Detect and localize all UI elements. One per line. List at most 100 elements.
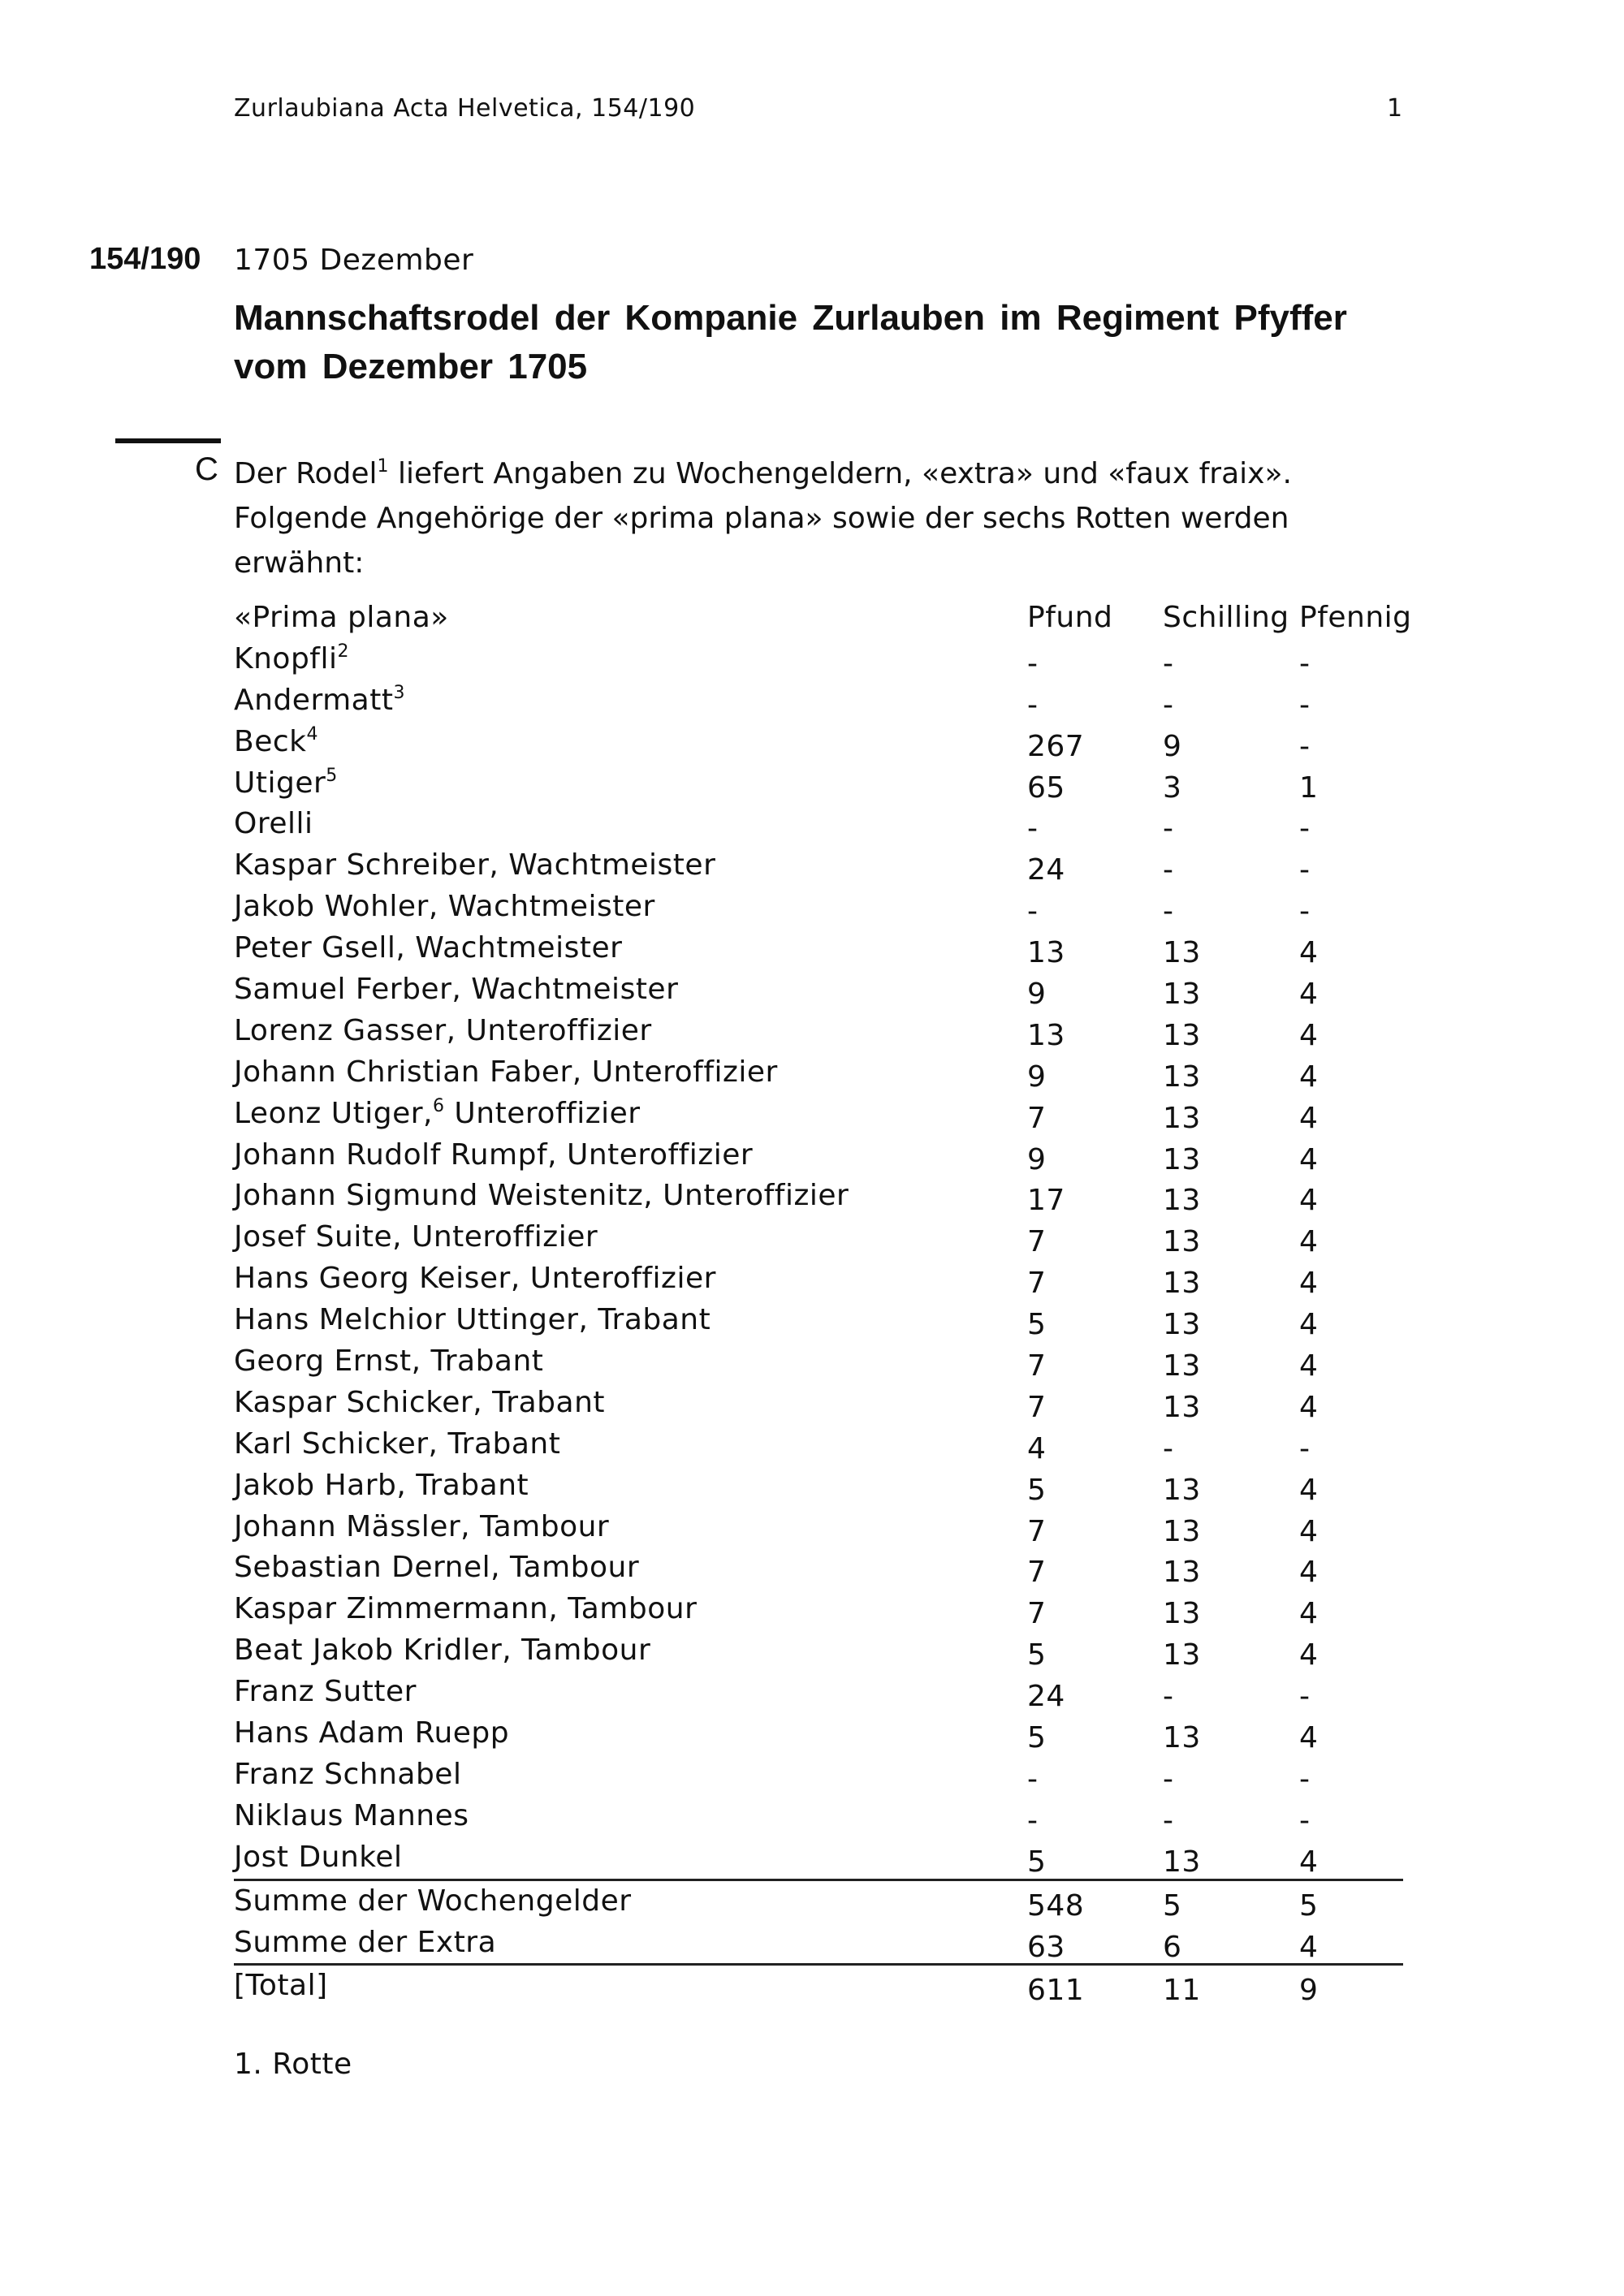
row-name: Beat Jakob Kridler, Tambour [234, 1630, 650, 1671]
document-number: 154/190 [89, 242, 201, 276]
row-name: Kaspar Zimmermann, Tambour [234, 1589, 697, 1629]
table-row: Johann Christian Faber, Unteroffizier 9 13… [234, 1052, 1403, 1094]
body-text-part: liefert Angaben zu Wochengeldern, «extra… [388, 457, 1292, 490]
row-name: Jost Dunkel [234, 1837, 403, 1878]
name-text: Jakob Harb, Trabant [234, 1468, 529, 1502]
pfennig-cell: 4 [1299, 1390, 1319, 1424]
row-name: Hans Georg Keiser, Unteroffizier [234, 1258, 716, 1299]
pfennig-cell: 4 [1299, 1018, 1319, 1052]
footnote-ref[interactable]: 3 [393, 682, 405, 703]
pfennig-cell: 1 [1299, 770, 1319, 805]
pfennig-cell: - [1299, 1803, 1311, 1837]
footnote-ref[interactable]: 4 [306, 723, 318, 744]
name-text: Georg Ernst, Trabant [234, 1344, 544, 1379]
pfund-cell: 7 [1027, 1556, 1047, 1590]
row-name: Jakob Harb, Trabant [234, 1465, 529, 1506]
row-name: Hans Adam Ruepp [234, 1713, 509, 1754]
row-name: Sebastian Dernel, Tambour [234, 1547, 639, 1588]
footnote-ref[interactable]: 5 [326, 765, 338, 786]
pfund-cell: 24 [1027, 1680, 1065, 1714]
schilling-cell: 13 [1163, 1390, 1201, 1424]
name-text: Hans Georg Keiser, Unteroffizier [234, 1262, 716, 1296]
table-row: Leonz Utiger,6 Unteroffizier 7 13 4 [234, 1094, 1403, 1135]
name-text: Leonz Utiger, [234, 1096, 433, 1130]
pfund-cell: 5 [1027, 1308, 1047, 1342]
header-schilling: Schilling [1163, 601, 1289, 634]
table-row: Josef Suite, Unteroffizier 7 13 4 [234, 1217, 1403, 1258]
pfund-cell: - [1027, 895, 1039, 929]
pfund-cell: 5 [1027, 1845, 1047, 1879]
table-row: Beat Jakob Kridler, Tambour 5 13 4 [234, 1630, 1403, 1672]
table-row: Hans Adam Ruepp 5 13 4 [234, 1713, 1403, 1754]
row-name: Summe der Extra [234, 1923, 496, 1963]
name-text: Unteroffizier [444, 1096, 641, 1130]
table-row: Jakob Harb, Trabant 5 13 4 [234, 1465, 1403, 1507]
table-row: Knopfli2 - - - [234, 639, 1403, 680]
table-header-row: «Prima plana» Pfund Schilling Pfennig [234, 598, 1411, 639]
pfund-cell: 7 [1027, 1514, 1047, 1548]
schilling-cell: 13 [1163, 1349, 1201, 1383]
schilling-cell: 9 [1163, 729, 1182, 763]
table-row: Kaspar Schreiber, Wachtmeister 24 - - [234, 845, 1403, 887]
schilling-cell: 13 [1163, 936, 1201, 970]
footnote-ref[interactable]: 2 [337, 641, 349, 662]
pfennig-cell: 9 [1299, 1974, 1319, 2008]
footnote-ref[interactable]: 6 [432, 1095, 445, 1116]
sum-row: [Total] 611 11 9 [234, 1963, 1403, 2007]
name-text: Johann Mässler, Tambour [234, 1509, 610, 1543]
pfund-cell: - [1027, 1762, 1039, 1796]
row-name: Niklaus Mannes [234, 1796, 469, 1836]
pfennig-cell: - [1299, 895, 1311, 929]
row-name: [Total] [234, 1966, 328, 2006]
name-text: Kaspar Zimmermann, Tambour [234, 1592, 698, 1626]
schilling-cell: 3 [1163, 770, 1182, 805]
row-name: Lorenz Gasser, Unteroffizier [234, 1011, 652, 1051]
table-row: Jost Dunkel 5 13 4 [234, 1837, 1403, 1879]
schilling-cell: 13 [1163, 1556, 1201, 1590]
name-text: Hans Adam Ruepp [234, 1716, 510, 1750]
pfennig-cell: - [1299, 1431, 1311, 1465]
header-pfennig: Pfennig [1299, 601, 1412, 634]
header-name: «Prima plana» [234, 601, 449, 634]
row-name: Beck4 [234, 722, 318, 762]
pfennig-cell: 4 [1299, 1514, 1319, 1548]
footnote-ref[interactable]: 1 [377, 456, 389, 477]
table-row: Johann Mässler, Tambour 7 13 4 [234, 1507, 1403, 1548]
pfennig-cell: 4 [1299, 1225, 1319, 1259]
name-text: Josef Suite, Unteroffizier [234, 1220, 598, 1254]
table-row: Orelli - - - [234, 804, 1403, 845]
pfund-cell: 13 [1027, 1018, 1065, 1052]
table-row: Franz Schnabel - - - [234, 1754, 1403, 1796]
pfennig-cell: 5 [1299, 1888, 1319, 1923]
pfund-cell: 9 [1027, 1142, 1047, 1176]
schilling-cell: - [1163, 1762, 1174, 1796]
schilling-cell: 13 [1163, 1845, 1201, 1879]
schilling-cell: 13 [1163, 1514, 1201, 1548]
schilling-cell: 5 [1163, 1888, 1182, 1923]
schilling-cell: 13 [1163, 1225, 1201, 1259]
schilling-cell: - [1163, 812, 1174, 846]
pfund-cell: 9 [1027, 978, 1047, 1012]
schilling-cell: 13 [1163, 1638, 1201, 1672]
schilling-cell: 13 [1163, 1721, 1201, 1755]
pfund-cell: 5 [1027, 1721, 1047, 1755]
table-row: Niklaus Mannes - - - [234, 1796, 1403, 1837]
name-text: Sebastian Dernel, Tambour [234, 1551, 640, 1585]
row-name: Johann Sigmund Weistenitz, Unteroffizier [234, 1176, 849, 1216]
schilling-cell: 6 [1163, 1930, 1182, 1964]
name-text: Summe der Extra [234, 1925, 497, 1959]
pfennig-cell: 4 [1299, 1930, 1319, 1964]
name-text: Kaspar Schicker, Trabant [234, 1385, 606, 1419]
pfund-cell: 24 [1027, 853, 1065, 887]
row-name: Jakob Wohler, Wachtmeister [234, 887, 655, 927]
pfennig-cell: - [1299, 853, 1311, 887]
pfennig-cell: - [1299, 1680, 1311, 1714]
pfund-cell: - [1027, 646, 1039, 680]
pfennig-cell: 4 [1299, 1349, 1319, 1383]
name-text: Summe der Wochengelder [234, 1884, 632, 1918]
pfennig-cell: 4 [1299, 1721, 1319, 1755]
pfund-cell: - [1027, 688, 1039, 722]
name-text: Johann Sigmund Weistenitz, Unteroffizier [234, 1179, 849, 1213]
pfund-cell: 7 [1027, 1597, 1047, 1631]
name-text: Johann Christian Faber, Unteroffizier [234, 1055, 778, 1089]
